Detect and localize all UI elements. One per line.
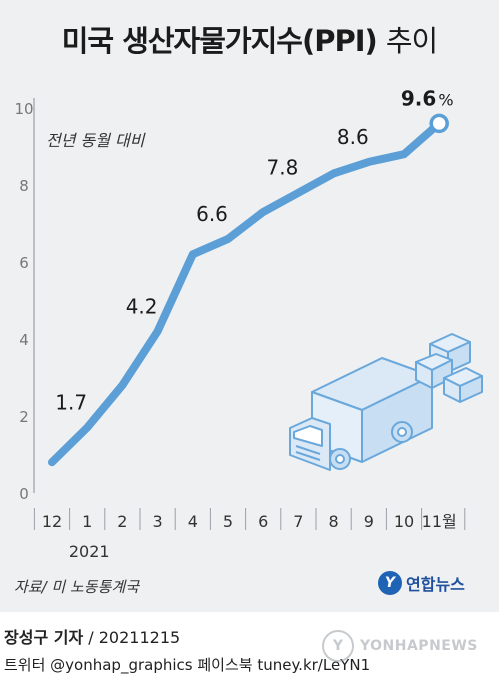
data-label: 4.2: [126, 294, 158, 318]
yonhap-logo: Y 연합뉴스: [378, 571, 465, 595]
data-point: [402, 152, 406, 157]
data-point: [261, 209, 266, 214]
yonhap-logo-text: 연합뉴스: [406, 575, 465, 594]
watermark: Y YONHAPNEWS: [322, 630, 478, 662]
x-tick-label: 7: [293, 512, 303, 531]
publish-date: / 20211215: [88, 628, 181, 647]
x-tick-label: 11월: [422, 512, 457, 531]
x-tick-label: 10: [394, 512, 414, 531]
y-tick-label: 10: [14, 100, 33, 118]
data-point-last: [429, 113, 449, 134]
data-label: 9.6%: [401, 86, 454, 110]
source-note: 자료/ 미 노동통계국: [14, 578, 139, 596]
data-label: 8.6: [337, 125, 369, 149]
social-links: 트위터 @yonhap_graphics 페이스북 tuney.kr/LeYN1: [4, 656, 371, 674]
title-suffix: 추이: [385, 24, 438, 58]
x-tick-label: 4: [188, 512, 198, 531]
series-line: [48, 119, 444, 467]
data-point: [120, 383, 125, 388]
x-tick-label: 2: [117, 512, 127, 531]
yonhap-logo-icon: Y: [378, 571, 402, 595]
watermark-text: YONHAPNEWS: [360, 638, 478, 654]
x-tick-label: 1: [82, 512, 92, 531]
data-point: [85, 425, 90, 430]
chart-title: 미국 생산자물가지수(PPI) 추이: [0, 18, 499, 60]
y-tick-label: 2: [19, 408, 29, 426]
y-tick-label: 6: [19, 254, 29, 272]
truck-illustration: [289, 333, 483, 471]
data-point: [190, 252, 195, 257]
data-point: [50, 460, 54, 465]
reporter-name: 장성구 기자: [4, 628, 84, 647]
year-label: 2021: [69, 542, 110, 561]
data-point: [296, 190, 301, 195]
x-tick-label: 6: [258, 512, 268, 531]
data-label: 7.8: [266, 156, 298, 180]
data-point: [331, 171, 336, 176]
data-label: 6.6: [196, 202, 228, 226]
x-tick-label: 3: [153, 512, 163, 531]
y-tick-label: 4: [19, 331, 29, 349]
watermark-icon: Y: [322, 630, 354, 662]
data-point: [226, 236, 230, 241]
byline: 장성구 기자 / 20211215: [4, 624, 180, 648]
x-tick-label: 5: [223, 512, 233, 531]
x-tick-label: 9: [364, 512, 374, 531]
y-tick-label: 8: [19, 177, 29, 195]
y-tick-label: 0: [19, 485, 29, 503]
x-tick-label: 8: [329, 512, 339, 531]
title-main: 미국 생산자물가지수(PPI): [61, 24, 378, 58]
data-label: 1.7: [55, 391, 87, 415]
data-point: [366, 159, 371, 164]
x-tick-label: 12: [42, 512, 62, 531]
chart-subtitle: 전년 동월 대비: [46, 131, 146, 150]
chart-panel: [0, 0, 499, 612]
data-point: [155, 329, 160, 334]
